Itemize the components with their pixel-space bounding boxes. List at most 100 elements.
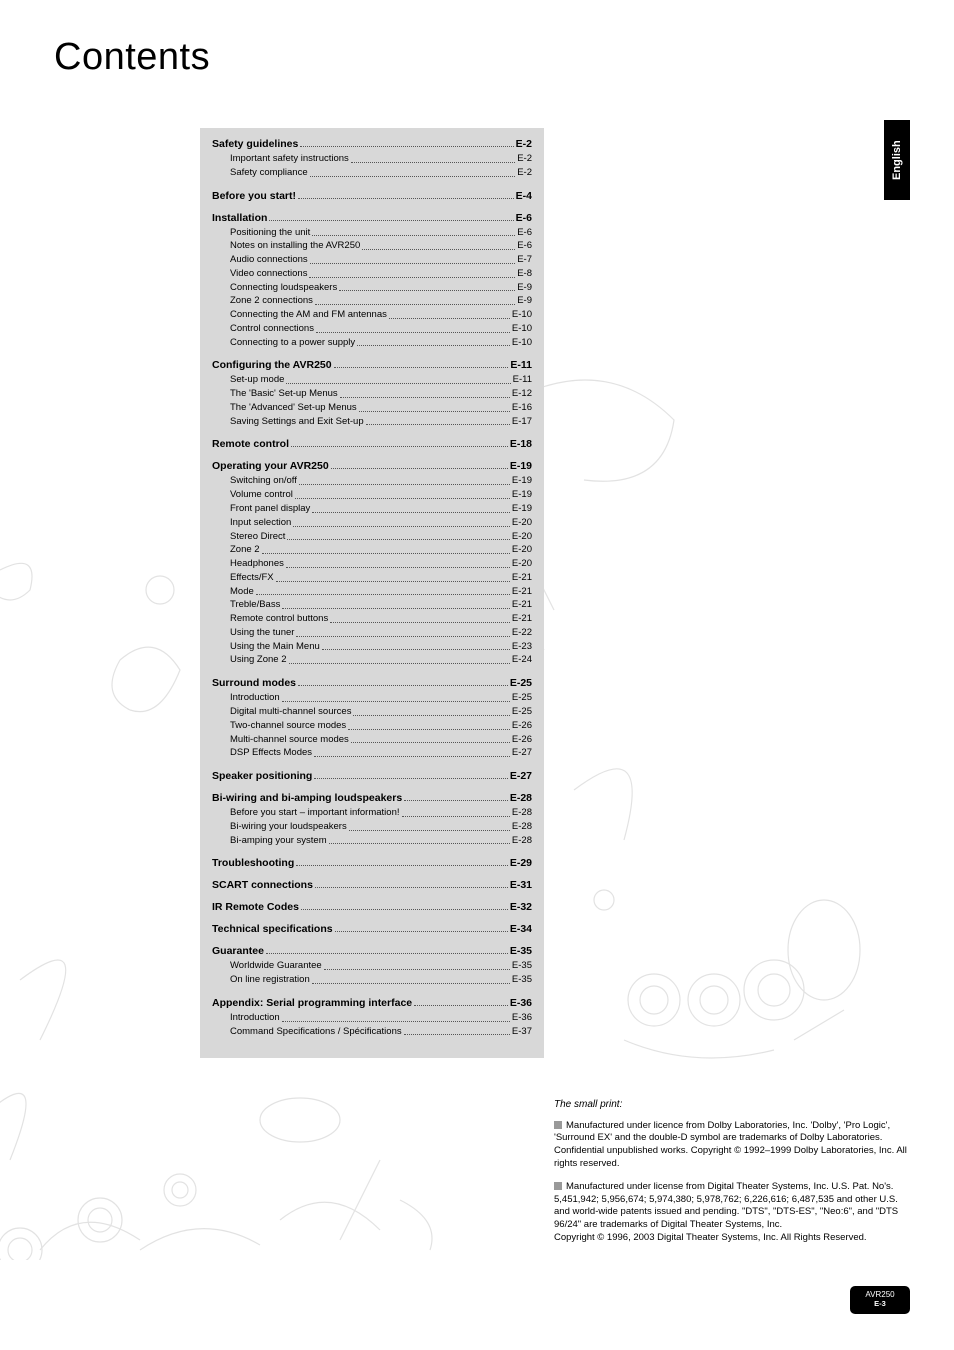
toc-heading: Before you start!E-4 <box>212 190 532 202</box>
toc-item: Connecting loudspeakersE-9 <box>212 281 532 295</box>
toc-item-page: E-9 <box>517 281 532 295</box>
toc-dots <box>298 677 508 686</box>
toc-dots <box>366 415 510 426</box>
toc-item-page: E-26 <box>512 733 532 747</box>
toc-dots <box>351 733 510 744</box>
toc-item: Two-channel source modesE-26 <box>212 719 532 733</box>
toc-item: Safety complianceE-2 <box>212 166 532 180</box>
toc-item: Switching on/off E-19 <box>212 474 532 488</box>
toc-item-page: E-35 <box>512 973 532 987</box>
toc-heading: Surround modesE-25 <box>212 677 532 689</box>
toc-heading-label: Configuring the AVR250 <box>212 359 332 371</box>
toc-item: Zone 2 connectionsE-9 <box>212 294 532 308</box>
toc-item-label: Worldwide Guarantee <box>230 959 322 973</box>
toc-dots <box>362 239 515 250</box>
toc-item: Connecting the AM and FM antennasE-10 <box>212 308 532 322</box>
toc-heading: Bi-wiring and bi-amping loudspeakersE-28 <box>212 792 532 804</box>
toc-item-label: Treble/Bass <box>230 598 280 612</box>
toc-dots <box>256 585 510 596</box>
toc-item: Set-up modeE-11 <box>212 373 532 387</box>
toc-item-page: E-6 <box>517 239 532 253</box>
toc-item-page: E-19 <box>512 474 532 488</box>
toc-item: Bi-wiring your loudspeakersE-28 <box>212 820 532 834</box>
toc-dots <box>289 653 510 664</box>
toc-heading-page: E-4 <box>516 190 532 202</box>
toc-item: HeadphonesE-20 <box>212 557 532 571</box>
toc-heading-page: E-29 <box>510 857 532 869</box>
toc-dots <box>293 516 510 527</box>
toc-item-page: E-36 <box>512 1011 532 1025</box>
toc-item-label: Bi-amping your system <box>230 834 327 848</box>
toc-heading: Troubleshooting E-29 <box>212 857 532 869</box>
toc-heading-label: Appendix: Serial programming interface <box>212 997 412 1009</box>
toc-item-page: E-37 <box>512 1025 532 1039</box>
toc-item-label: Introduction <box>230 1011 280 1025</box>
toc-heading-page: E-31 <box>510 879 532 891</box>
toc-dots <box>299 474 510 485</box>
toc-dots <box>301 901 508 910</box>
toc-heading: GuaranteeE-35 <box>212 945 532 957</box>
toc-item: Remote control buttons E-21 <box>212 612 532 626</box>
toc-dots <box>348 719 510 730</box>
toc-dots <box>312 973 510 984</box>
toc-heading: InstallationE-6 <box>212 212 532 224</box>
toc-item-page: E-21 <box>512 571 532 585</box>
toc-item-page: E-20 <box>512 543 532 557</box>
toc-item-label: Effects/FX <box>230 571 274 585</box>
small-print-block: Manufactured under license from Digital … <box>554 1181 914 1245</box>
toc-heading: SCART connectionsE-31 <box>212 879 532 891</box>
toc-dots <box>296 626 509 637</box>
toc-section: Speaker positioningE-27 <box>212 770 532 782</box>
toc-item-label: Headphones <box>230 557 284 571</box>
toc-item: Introduction E-36 <box>212 1011 532 1025</box>
toc-heading: Operating your AVR250E-19 <box>212 460 532 472</box>
toc-dots <box>286 557 510 568</box>
toc-item: Worldwide GuaranteeE-35 <box>212 959 532 973</box>
toc-item-page: E-2 <box>517 166 532 180</box>
toc-item-label: Switching on/off <box>230 474 297 488</box>
toc-heading-label: Technical specifications <box>212 923 333 935</box>
toc-section: Appendix: Serial programming interface E-… <box>212 997 532 1039</box>
toc-item: Using the Main MenuE-23 <box>212 640 532 654</box>
toc-dots <box>266 945 508 954</box>
toc-dots <box>262 543 510 554</box>
toc-item-page: E-21 <box>512 612 532 626</box>
toc-section: Surround modesE-25IntroductionE-25Digita… <box>212 677 532 760</box>
toc-item: Positioning the unitE-6 <box>212 226 532 240</box>
toc-item-label: Positioning the unit <box>230 226 310 240</box>
toc-item-page: E-2 <box>517 152 532 166</box>
toc-dots <box>316 322 510 333</box>
small-print-heading: The small print: <box>554 1098 914 1112</box>
toc-section: Configuring the AVR250E-11 Set-up modeE-1… <box>212 359 532 428</box>
toc-dots <box>353 705 509 716</box>
toc-item: Important safety instructionsE-2 <box>212 152 532 166</box>
toc-dots <box>402 806 510 817</box>
toc-dots <box>282 598 510 609</box>
toc-heading-label: Troubleshooting <box>212 857 294 869</box>
toc-heading: IR Remote CodesE-32 <box>212 901 532 913</box>
toc-item-label: Remote control buttons <box>230 612 328 626</box>
toc-section: IR Remote CodesE-32 <box>212 901 532 913</box>
toc-heading-label: Guarantee <box>212 945 264 957</box>
toc-item-page: E-20 <box>512 530 532 544</box>
toc-item-page: E-28 <box>512 834 532 848</box>
toc-item-page: E-23 <box>512 640 532 654</box>
toc-item: Control connectionsE-10 <box>212 322 532 336</box>
toc-section: Before you start!E-4 <box>212 190 532 202</box>
toc-item-label: Digital multi-channel sources <box>230 705 351 719</box>
toc-dots <box>349 820 510 831</box>
toc-item: Using Zone 2E-24 <box>212 653 532 667</box>
toc-heading-page: E-6 <box>516 212 532 224</box>
toc-dots <box>296 857 508 866</box>
toc-item-page: E-16 <box>512 401 532 415</box>
toc-item-label: The 'Advanced' Set-up Menus <box>230 401 357 415</box>
toc-heading: Technical specifications E-34 <box>212 923 532 935</box>
toc-item-page: E-25 <box>512 691 532 705</box>
toc-container: Safety guidelinesE-2Important safety ins… <box>200 128 544 1058</box>
toc-heading: Configuring the AVR250E-11 <box>212 359 532 371</box>
toc-heading-page: E-34 <box>510 923 532 935</box>
toc-dots <box>314 746 510 757</box>
toc-dots <box>282 691 510 702</box>
toc-item-label: On line registration <box>230 973 310 987</box>
footer-badge: AVR250 E-3 <box>850 1286 910 1314</box>
